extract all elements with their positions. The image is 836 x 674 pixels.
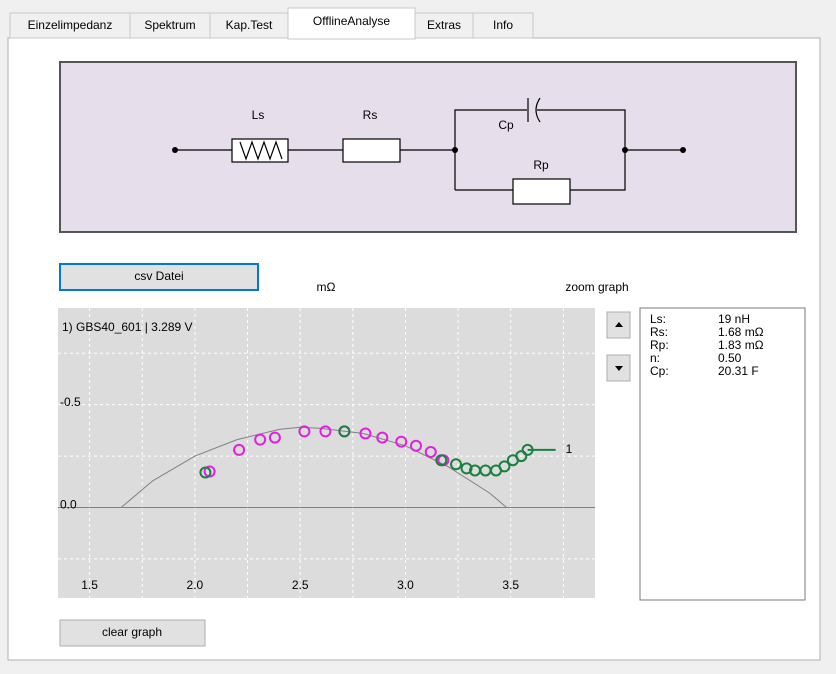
ls-label: Ls	[252, 108, 265, 122]
unit-label: mΩ	[317, 280, 336, 294]
data-point	[435, 454, 448, 467]
result-value: 1.83 mΩ	[718, 338, 764, 352]
data-point	[268, 431, 281, 444]
chart-title: 1) GBS40_601 | 3.289 V	[62, 320, 193, 334]
fit-curve	[120, 426, 507, 508]
x-tick-label: 1.5	[81, 578, 98, 592]
zoom-label: zoom graph	[565, 280, 628, 294]
tab[interactable]	[129, 12, 211, 39]
tab-label[interactable]: Extras	[427, 18, 461, 32]
data-point	[199, 466, 212, 479]
result-key: Cp:	[650, 364, 669, 378]
clear-button-label[interactable]: clear graph	[102, 625, 162, 639]
data-point	[521, 443, 534, 456]
result-value: 19 nH	[718, 312, 750, 326]
rp-label: Rp	[533, 158, 549, 172]
cp-label: Cp	[498, 118, 514, 132]
series-label: 1	[566, 442, 573, 456]
csv-button-label[interactable]: csv Datei	[134, 269, 183, 283]
tab-label[interactable]: OfflineAnalyse	[313, 14, 390, 28]
x-tick-label: 2.5	[292, 578, 309, 592]
result-key: Ls:	[650, 312, 666, 326]
result-key: n:	[650, 351, 660, 365]
data-point	[424, 445, 437, 458]
data-point	[460, 462, 473, 475]
x-tick-label: 3.5	[502, 578, 519, 592]
x-tick-label: 2.0	[187, 578, 204, 592]
data-point	[298, 425, 311, 438]
data-point	[338, 425, 351, 438]
data-point	[376, 431, 389, 444]
result-key: Rs:	[650, 325, 668, 339]
data-point	[359, 427, 372, 440]
circuit-diagram: Ls Rs Cp Rp	[59, 61, 797, 233]
tab[interactable]	[414, 12, 474, 39]
data-point	[450, 458, 463, 471]
result-value: 20.31 F	[718, 364, 759, 378]
tab[interactable]	[472, 12, 534, 39]
tab-label[interactable]: Einzelimpedanz	[28, 18, 113, 32]
plot-area	[58, 308, 595, 598]
tab-label[interactable]: Kap.Test	[226, 18, 273, 32]
tab-bar: Einzelimpedanz Spektrum Kap.Test OfflineAna…	[9, 7, 534, 40]
plot: 1.5 2.0 2.5 3.0 3.5 -0.5 0.0 1) GBS40_601 | 3.2…	[58, 308, 595, 598]
result-key: Rp:	[650, 338, 669, 352]
tab[interactable]	[209, 12, 289, 39]
results-box	[639, 307, 806, 601]
result-value: 0.50	[718, 351, 742, 365]
csv-button[interactable]	[59, 263, 259, 291]
circuit-box	[59, 61, 797, 233]
tab-label[interactable]: Info	[493, 18, 513, 32]
y-tick-label: -0.5	[60, 395, 81, 409]
y-tick-label: 0.0	[60, 498, 77, 512]
data-point	[254, 433, 267, 446]
data-point	[233, 443, 246, 456]
result-value: 1.68 mΩ	[718, 325, 764, 339]
data-point	[410, 439, 422, 452]
tab-label[interactable]: Spektrum	[144, 18, 195, 32]
data-point	[515, 450, 528, 463]
tab[interactable]	[287, 7, 416, 40]
rs-label: Rs	[363, 108, 378, 122]
data-point	[319, 425, 332, 438]
tab[interactable]	[9, 12, 131, 39]
results: Ls: 19 nH Rs: 1.68 mΩ Rp: 1.83 mΩ n: 0.50 Cp: 20.…	[650, 312, 764, 378]
data-point	[498, 460, 511, 473]
clear-button[interactable]	[59, 619, 206, 647]
data-point	[395, 435, 408, 448]
x-tick-label: 3.0	[397, 578, 414, 592]
